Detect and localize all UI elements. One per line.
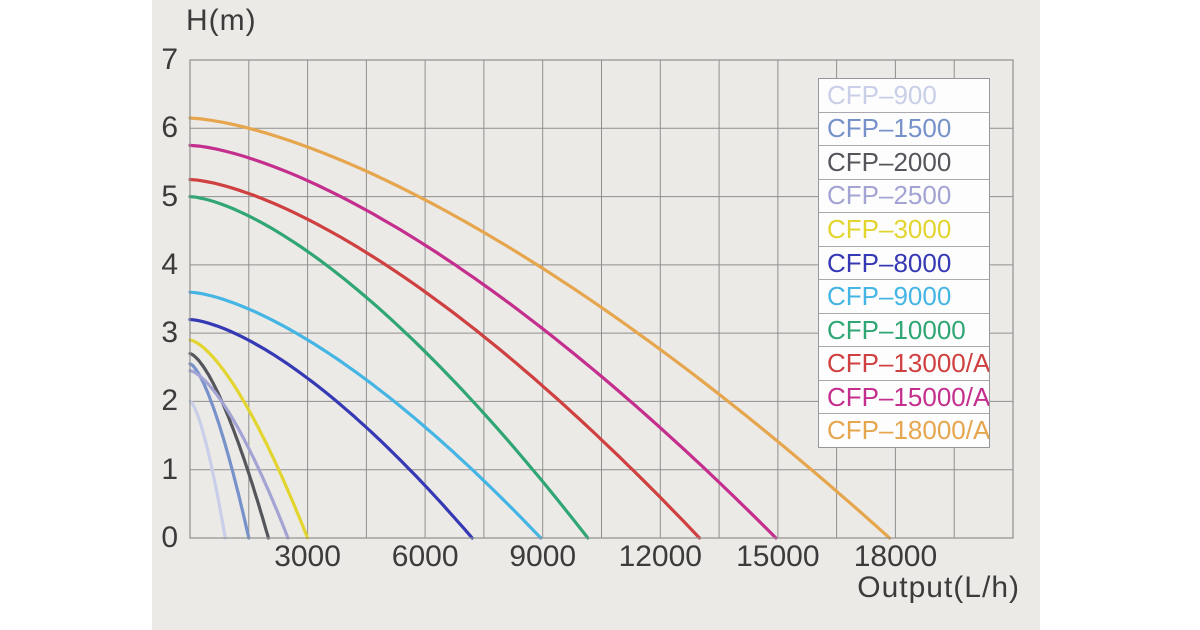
x-tick-6000: 6000 [391, 540, 459, 573]
legend-item-cfp-13000-a: CFP–13000/A [819, 347, 989, 381]
curve-cfp-10000 [188, 195, 590, 540]
legend-item-cfp-9000: CFP–9000 [819, 280, 989, 314]
curve-cfp-9000 [188, 290, 543, 540]
y-axis-title: H(m) [186, 4, 257, 37]
legend-item-cfp-15000-a: CFP–15000/A [819, 381, 989, 415]
x-axis-title: Output(L/h) [857, 571, 1020, 604]
legend-item-cfp-900: CFP–900 [819, 79, 989, 113]
plot-border [189, 59, 1014, 539]
x-tick-3000: 3000 [274, 540, 341, 573]
curve-cfp-8000 [188, 317, 474, 540]
curve-cfp-18000-a [188, 116, 892, 540]
x-tick-12000: 12000 [618, 540, 702, 573]
y-tick-0: 0 [161, 521, 178, 554]
y-tick-3: 3 [161, 316, 178, 350]
legend: CFP–900 CFP–1500 CFP–2000 CFP–2500 CFP–3000 C… [818, 78, 990, 448]
y-tick-2: 2 [161, 384, 178, 418]
curve-cfp-3000 [188, 338, 310, 540]
legend-item-cfp-18000-a: CFP–18000/A [827, 415, 989, 446]
legend-item-cfp-3000: CFP–3000 [819, 213, 989, 247]
legend-item-cfp-8000: CFP–8000 [819, 247, 989, 281]
curve-cfp-2000 [188, 352, 270, 540]
y-tick-4: 4 [161, 247, 178, 281]
x-tick-9000: 9000 [509, 540, 577, 573]
y-tick-1: 1 [161, 452, 178, 486]
x-tick-15000: 15000 [736, 540, 820, 573]
curve-cfp-900 [188, 399, 227, 540]
curve-cfp-15000-a [188, 143, 778, 540]
legend-item-cfp-2000: CFP–2000 [819, 146, 989, 180]
legend-item-cfp-10000: CFP–10000 [819, 314, 989, 348]
legend-item-cfp-2500: CFP–2500 [819, 180, 989, 214]
legend-item-cfp-1500: CFP–1500 [819, 113, 989, 147]
y-tick-7: 7 [161, 43, 178, 76]
y-tick-6: 6 [161, 111, 178, 145]
curve-cfp-2500 [188, 369, 290, 540]
x-tick-18000: 18000 [853, 540, 938, 573]
y-tick-5: 5 [161, 179, 178, 213]
curve-cfp-13000-a [188, 177, 702, 540]
